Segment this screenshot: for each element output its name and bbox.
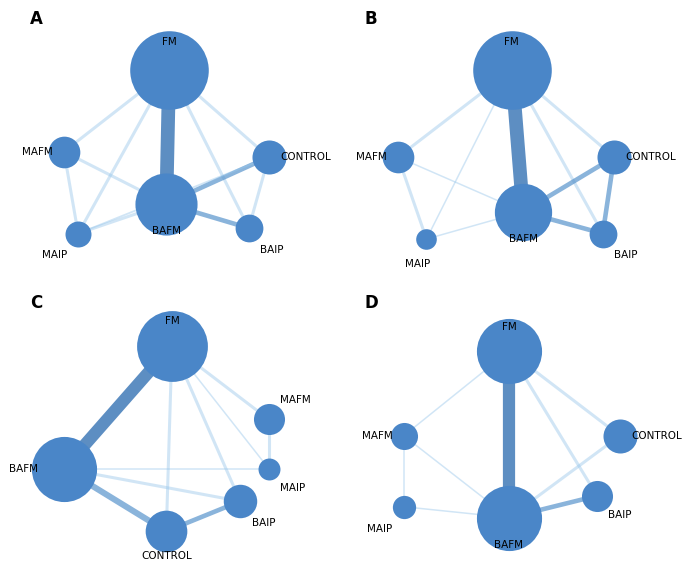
Point — [591, 491, 602, 500]
Text: MAIP: MAIP — [406, 259, 431, 268]
Text: FM: FM — [162, 38, 177, 47]
Point — [59, 147, 70, 156]
Text: A: A — [30, 10, 43, 27]
Text: MAFM: MAFM — [280, 395, 311, 405]
Text: BAFM: BAFM — [509, 234, 537, 244]
Point — [609, 152, 620, 162]
Text: FM: FM — [502, 321, 517, 332]
Text: FM: FM — [505, 38, 519, 47]
Text: BAIP: BAIP — [614, 250, 638, 260]
Text: BAIP: BAIP — [609, 510, 632, 520]
Point — [59, 464, 70, 473]
Point — [398, 431, 409, 440]
Text: B: B — [364, 10, 377, 27]
Point — [518, 207, 529, 216]
Point — [392, 152, 403, 162]
Text: MAFM: MAFM — [356, 152, 387, 162]
Point — [614, 431, 625, 440]
Point — [163, 65, 174, 74]
Text: CONTROL: CONTROL — [631, 431, 682, 441]
Text: MAIP: MAIP — [367, 524, 392, 533]
Text: MAIP: MAIP — [42, 250, 67, 260]
Point — [161, 199, 172, 208]
Text: C: C — [30, 294, 43, 312]
Text: MAFM: MAFM — [362, 431, 392, 441]
Point — [166, 341, 177, 350]
Text: BAFM: BAFM — [494, 540, 524, 550]
Text: CONTROL: CONTROL — [625, 152, 676, 162]
Point — [597, 229, 609, 238]
Text: CONTROL: CONTROL — [280, 152, 331, 162]
Point — [161, 526, 172, 536]
Text: FM: FM — [165, 316, 179, 326]
Text: D: D — [364, 294, 378, 312]
Text: BAFM: BAFM — [9, 464, 38, 473]
Point — [398, 502, 409, 511]
Text: BAFM: BAFM — [151, 226, 181, 236]
Text: CONTROL: CONTROL — [141, 551, 192, 561]
Text: MAFM: MAFM — [22, 147, 52, 156]
Point — [243, 223, 254, 232]
Text: BAIP: BAIP — [260, 245, 283, 255]
Point — [263, 415, 274, 424]
Point — [263, 464, 274, 473]
Text: MAIP: MAIP — [280, 482, 305, 493]
Point — [421, 235, 432, 244]
Point — [506, 65, 517, 74]
Point — [503, 513, 514, 522]
Point — [235, 497, 246, 506]
Text: BAIP: BAIP — [251, 518, 275, 528]
Point — [73, 229, 84, 238]
Point — [503, 347, 514, 356]
Point — [263, 152, 274, 162]
